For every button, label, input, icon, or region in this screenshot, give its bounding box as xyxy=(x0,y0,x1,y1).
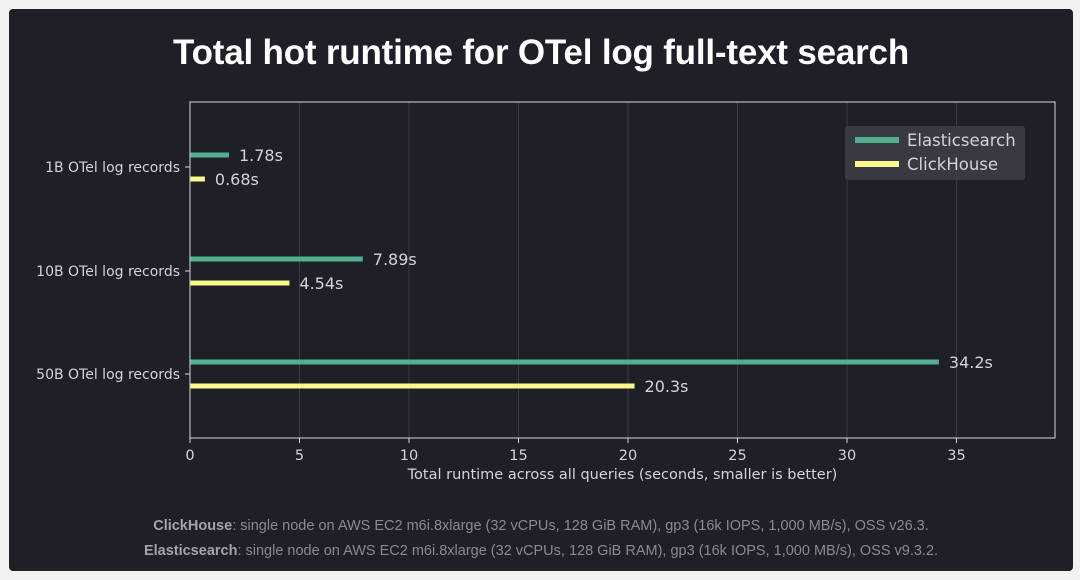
bar-clickhouse xyxy=(190,176,205,182)
plot-frame xyxy=(189,101,1056,439)
x-axis-ticks: 0 5 10 15 20 25 30 35 xyxy=(185,438,966,464)
bar-chart: 1.78s 0.68s 7.89s 4.54s 34.2s 20.3s 0 5 10 15 20 2… xyxy=(36,101,1056,483)
footnote-elasticsearch-name: Elasticsearch xyxy=(143,543,238,559)
x-tick-label: 35 xyxy=(947,448,965,464)
x-axis-label: Total runtime across all queries (second… xyxy=(407,467,838,483)
x-tick-label: 15 xyxy=(509,448,527,464)
legend-swatch xyxy=(855,137,899,143)
bar-elasticsearch xyxy=(190,256,363,262)
chart-title: Total hot runtime for OTel log full-text… xyxy=(172,33,909,72)
x-tick-label: 30 xyxy=(838,448,856,464)
bars: 1.78s 0.68s 7.89s 4.54s 34.2s 20.3s xyxy=(190,146,993,396)
bar-value-label: 20.3s xyxy=(645,377,689,396)
legend-label: ClickHouse xyxy=(907,155,998,174)
footnote-clickhouse-name: ClickHouse xyxy=(153,518,233,534)
bar-value-label: 34.2s xyxy=(949,353,993,372)
bar-elasticsearch xyxy=(190,152,229,158)
bar-value-label: 7.89s xyxy=(373,250,417,269)
bar-clickhouse xyxy=(190,280,290,286)
y-category-label: 1B OTel log records xyxy=(45,160,180,176)
bar-value-label: 1.78s xyxy=(239,146,283,165)
bar-value-label: 4.54s xyxy=(299,274,343,293)
legend-swatch xyxy=(855,161,899,167)
legend-label: Elasticsearch xyxy=(907,131,1016,150)
x-tick-label: 5 xyxy=(295,448,304,464)
bar-clickhouse xyxy=(190,383,635,389)
footnote-elasticsearch-text: : single node on AWS EC2 m6i.8xlarge (32… xyxy=(237,543,939,559)
bar-elasticsearch xyxy=(190,359,939,365)
bar-value-label: 0.68s xyxy=(215,170,259,189)
x-tick-label: 10 xyxy=(400,448,418,464)
chart-card: Total hot runtime for OTel log full-text… xyxy=(9,9,1073,571)
legend: Elasticsearch ClickHouse xyxy=(845,126,1025,180)
y-category-label: 50B OTel log records xyxy=(36,367,180,383)
footnote-clickhouse: ClickHouse: single node on AWS EC2 m6i.8… xyxy=(9,514,1073,539)
x-tick-label: 0 xyxy=(185,448,194,464)
x-tick-label: 20 xyxy=(619,448,637,464)
x-tick-label: 25 xyxy=(728,448,746,464)
footnote-clickhouse-text: : single node on AWS EC2 m6i.8xlarge (32… xyxy=(232,518,929,534)
y-category-label: 10B OTel log records xyxy=(36,264,180,280)
y-axis-categories: 1B OTel log records 10B OTel log records 5… xyxy=(36,160,190,383)
footnote-elasticsearch: Elasticsearch: single node on AWS EC2 m6… xyxy=(9,539,1073,564)
footnotes: ClickHouse: single node on AWS EC2 m6i.8… xyxy=(9,514,1073,564)
